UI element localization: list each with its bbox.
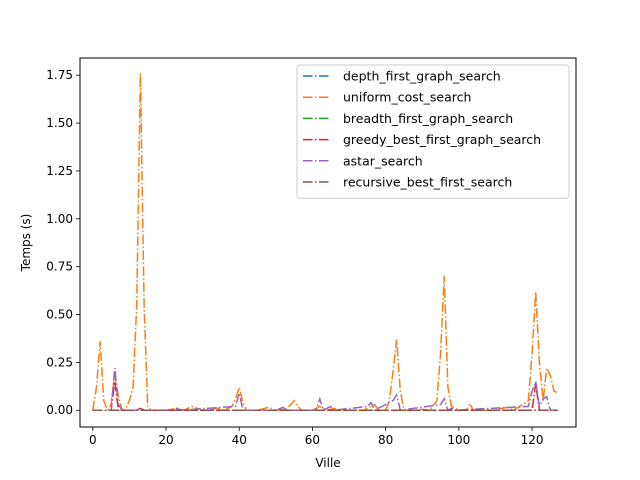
series-layer [92,73,559,412]
legend-label: greedy_best_first_graph_search [343,132,541,147]
series-line-1 [92,73,559,412]
series-line-3 [92,381,558,411]
x-tick-label: 0 [89,433,97,447]
y-tick-label: 1.25 [46,164,73,178]
y-tick-label: 0.50 [46,308,73,322]
y-tick-label: 1.50 [46,116,73,130]
x-tick-label: 80 [378,433,393,447]
y-tick-label: 0.00 [46,403,73,417]
x-tick-label: 40 [232,433,247,447]
y-tick-label: 1.00 [46,212,73,226]
y-tick-label: 1.75 [46,68,73,82]
series-line-4 [92,368,558,412]
x-axis: 0 20 40 60 80 100 120 [89,427,544,447]
plot-frame [79,57,577,428]
legend-label: astar_search [343,153,423,168]
x-axis-label: Ville [315,456,340,470]
legend-label: breadth_first_graph_search [343,111,513,126]
y-tick-label: 0.75 [46,260,73,274]
x-tick-label: 120 [521,433,544,447]
legend-label: recursive_best_first_search [343,175,512,190]
y-axis: 0.00 0.25 0.50 0.75 1.00 1.25 1.50 1.75 [46,68,80,417]
legend-label: uniform_cost_search [343,90,471,105]
x-tick-label: 60 [305,433,320,447]
y-tick-label: 0.25 [46,355,73,369]
y-axis-label: Temps (s) [19,214,33,273]
legend-box [296,64,570,199]
x-tick-label: 20 [158,433,173,447]
legend-label: depth_first_graph_search [343,69,501,84]
x-tick-label: 100 [447,433,470,447]
legend: depth_first_graph_search uniform_cost_sea… [296,64,570,199]
